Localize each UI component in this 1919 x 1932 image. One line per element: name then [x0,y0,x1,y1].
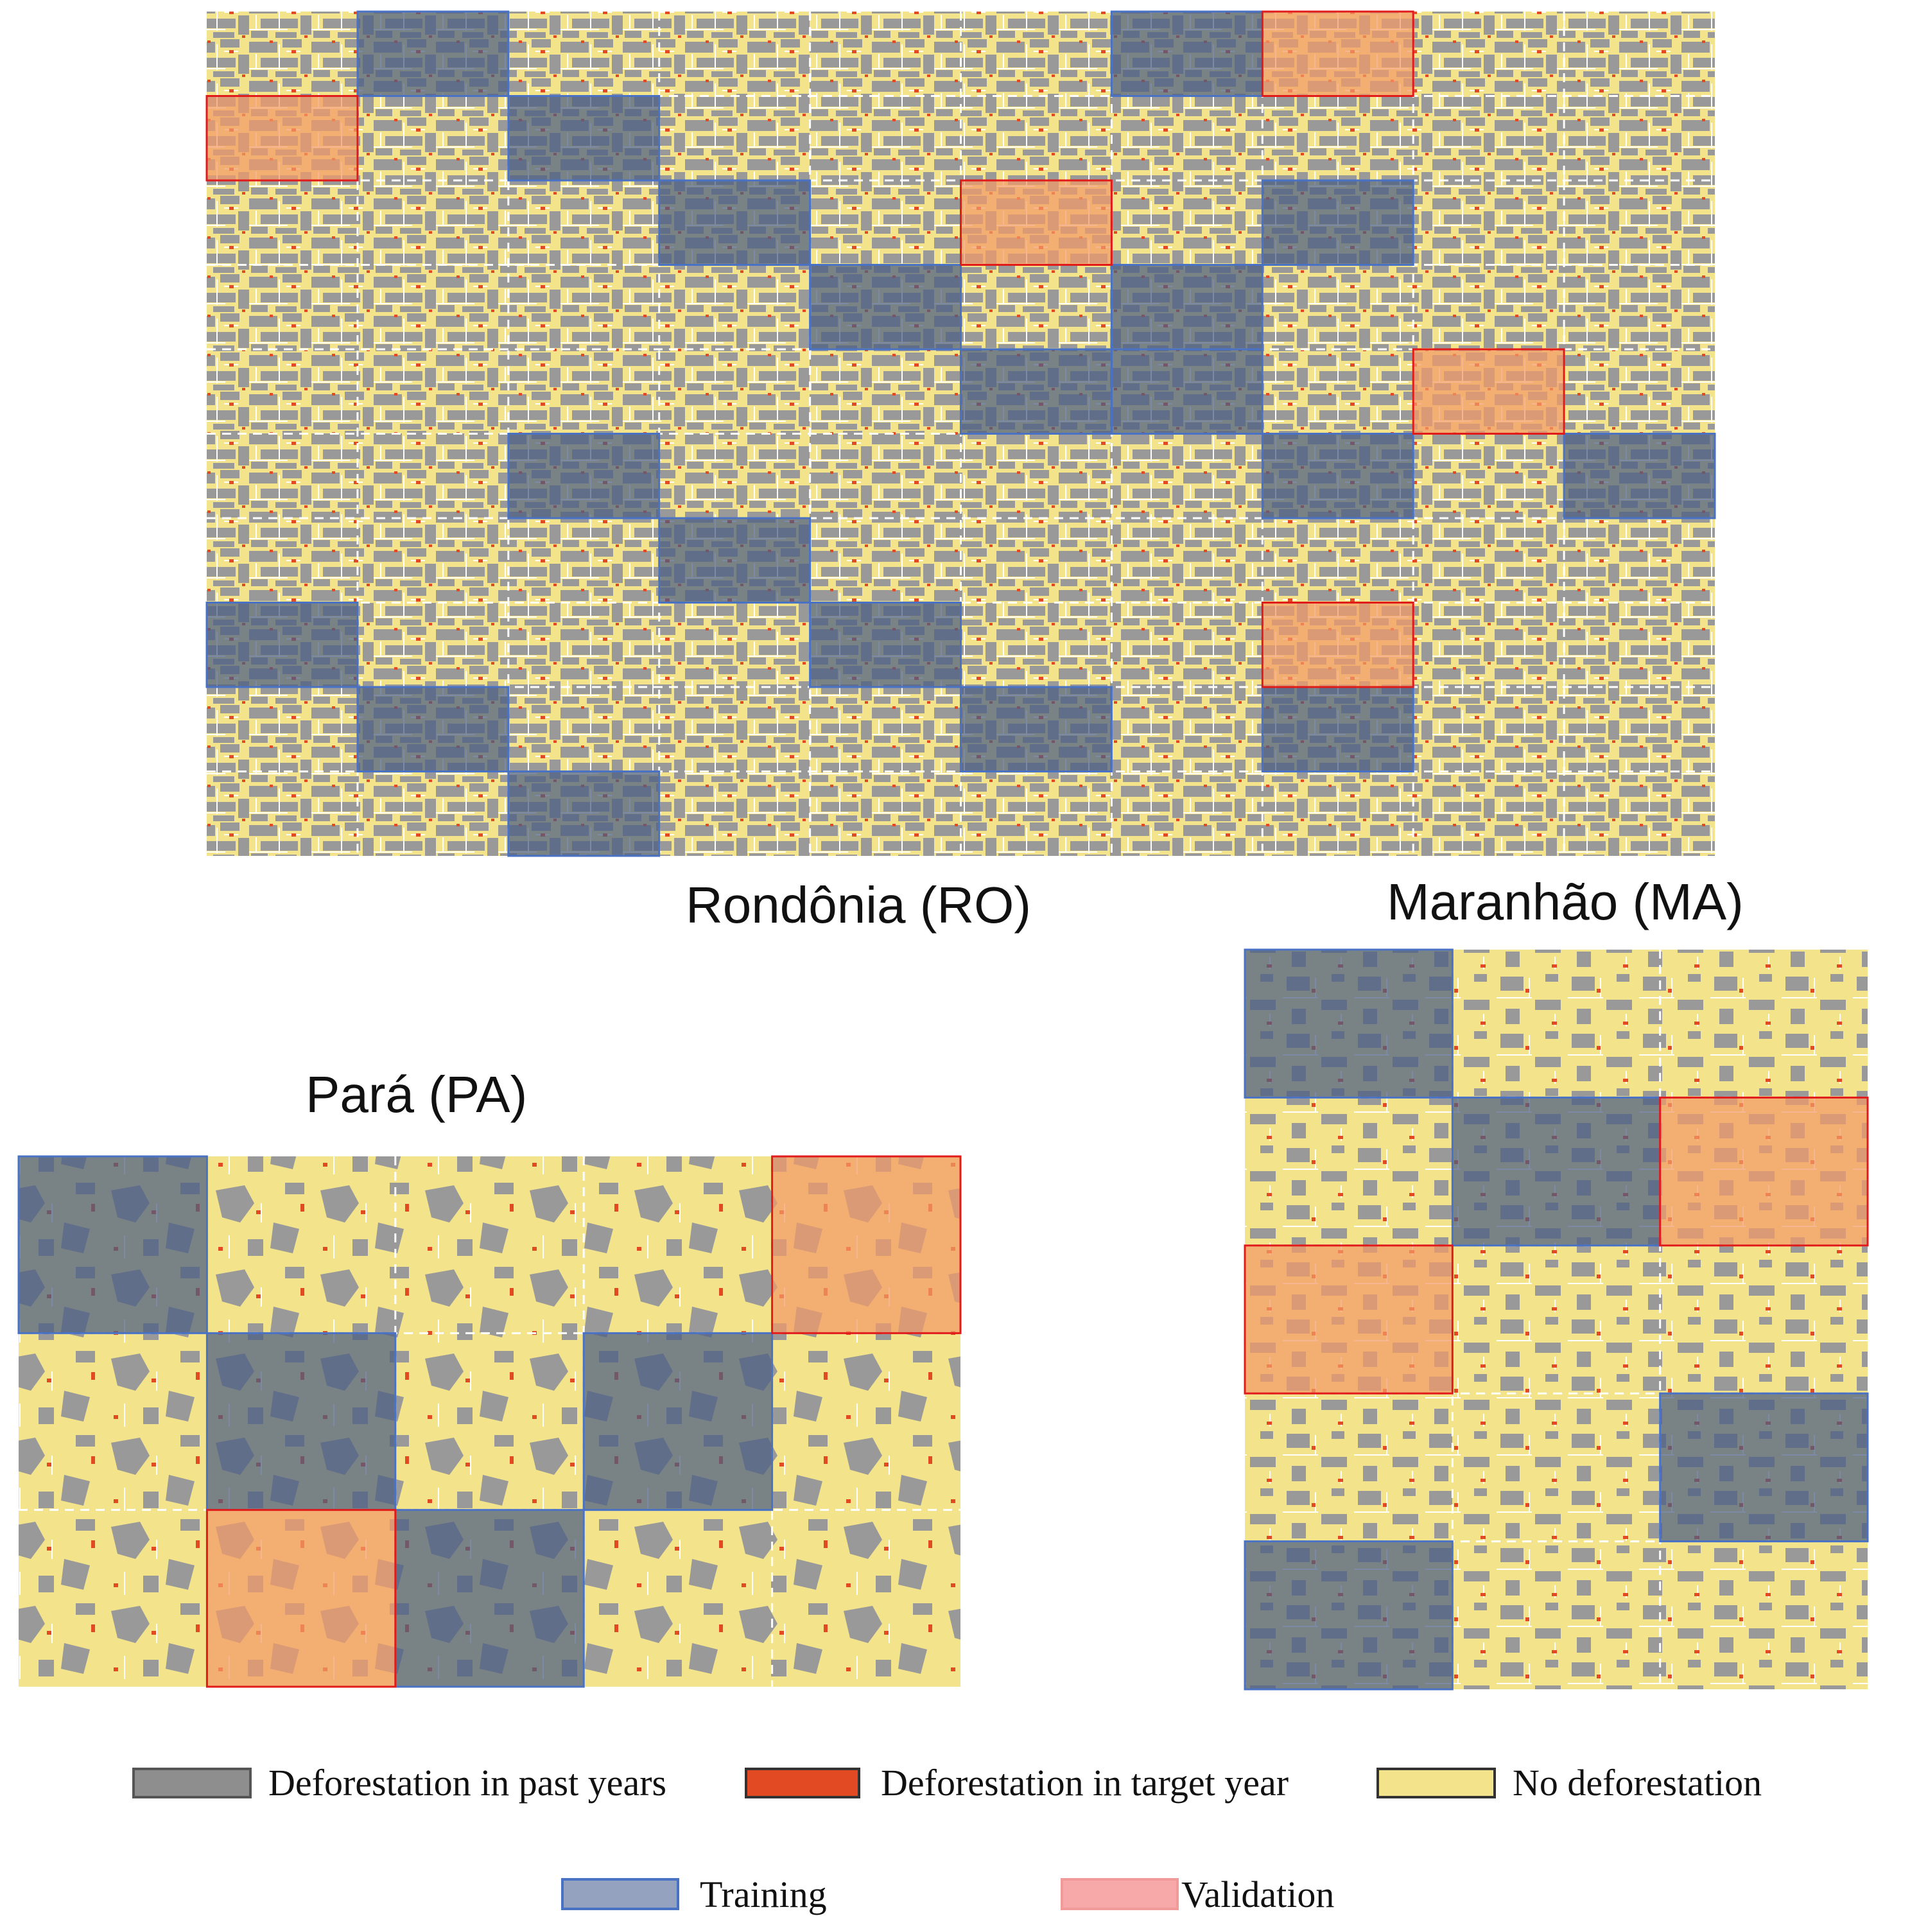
training-tile [809,264,962,351]
training-tile [1261,179,1414,266]
training-tile [960,686,1113,772]
training-tile [1451,1096,1662,1247]
legend-none-swatch [1376,1768,1496,1798]
training-tile [1110,348,1263,435]
training-tile [394,1509,585,1688]
legend-past-label: Deforestation in past years [268,1762,667,1804]
validation-tile [1261,10,1414,97]
training-tile [809,602,962,688]
para-tiles [17,1155,962,1688]
training-tile [1261,686,1414,772]
training-tile [1110,264,1263,351]
rondonia-title: Rondônia (RO) [686,876,1032,934]
maranhao-map [1244,948,1869,1691]
training-tile [1110,10,1263,97]
training-tile [1244,948,1454,1099]
maranhao-tiles [1244,948,1869,1691]
legend-target-swatch [745,1768,860,1798]
training-tile [658,179,812,266]
legend-none-label: No deforestation [1513,1762,1762,1804]
training-tile [356,686,510,772]
training-tile [1563,433,1716,519]
training-tile [205,602,359,688]
validation-tile [1244,1244,1454,1395]
legend-past-swatch [132,1768,252,1798]
training-tile [507,770,661,857]
maranhao-title: Maranhão (MA) [1387,873,1744,930]
training-tile [507,95,661,182]
validation-tile [1261,602,1414,688]
training-tile [507,433,661,519]
training-tile [582,1332,774,1511]
training-tile [1244,1540,1454,1691]
legend-training-swatch [561,1878,679,1910]
training-tile [17,1155,208,1334]
validation-tile [205,95,359,182]
rondonia-map [205,10,1716,857]
training-tile [1659,1392,1869,1543]
legend-validation-label: Validation [1181,1874,1335,1915]
legend-target-label: Deforestation in target year [881,1762,1289,1804]
training-tile [1261,433,1414,519]
para-title: Pará (PA) [306,1066,528,1123]
para-map [17,1155,962,1688]
training-tile [356,10,510,97]
training-tile [658,517,812,604]
validation-tile [771,1155,962,1334]
legend-validation-swatch [1061,1878,1179,1910]
validation-tile [205,1509,397,1688]
validation-tile [1412,348,1565,435]
validation-tile [1659,1096,1869,1247]
training-tile [205,1332,397,1511]
validation-tile [960,179,1113,266]
training-tile [960,348,1113,435]
rondonia-tiles [205,10,1716,857]
legend-training-label: Training [700,1874,827,1915]
